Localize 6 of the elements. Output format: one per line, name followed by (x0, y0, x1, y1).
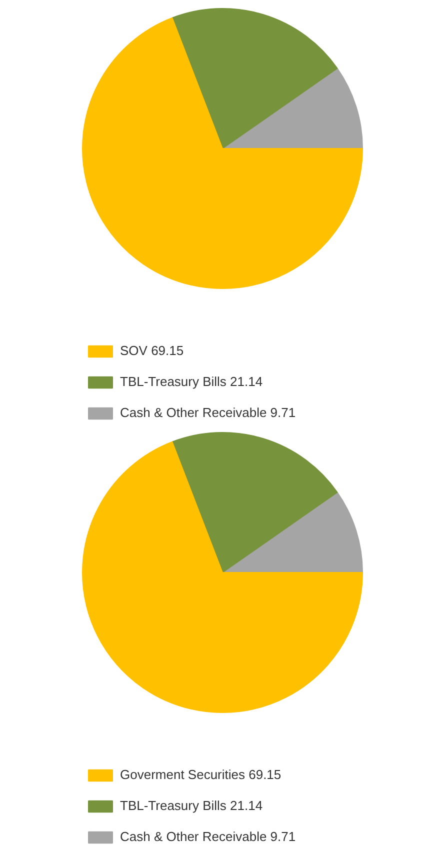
legend-label: TBL-Treasury Bills 21.14 (120, 374, 263, 389)
legend-label: Goverment Securities 69.15 (120, 767, 282, 782)
legend-label: SOV 69.15 (120, 343, 184, 358)
legend-label: Cash & Other Receivable 9.71 (120, 829, 296, 844)
legend-label: Cash & Other Receivable 9.71 (120, 405, 296, 420)
legend-label: TBL-Treasury Bills 21.14 (120, 798, 263, 813)
